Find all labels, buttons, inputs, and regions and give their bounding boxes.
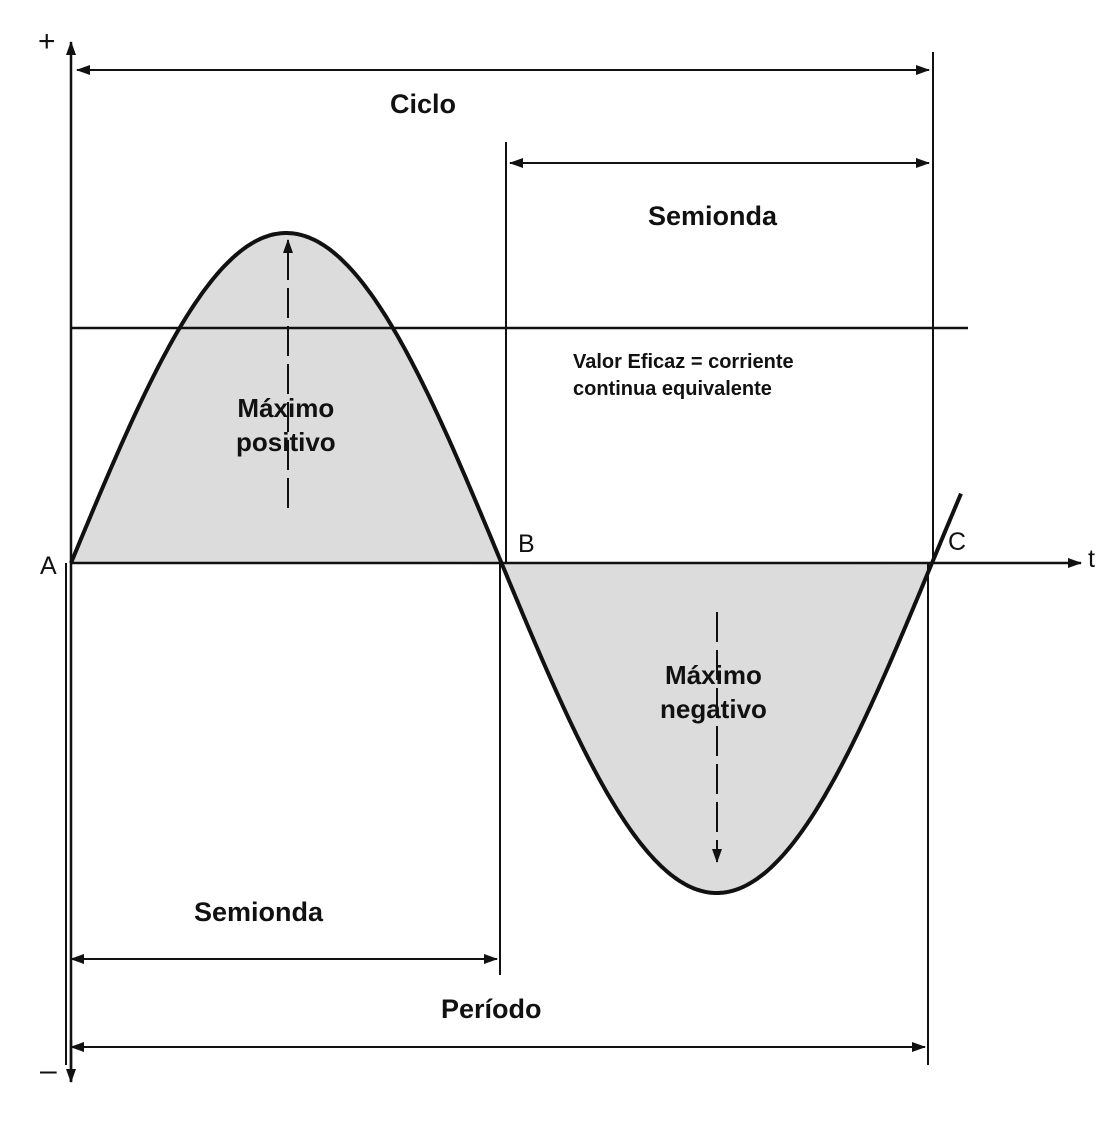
max-negative-line2: negativo — [660, 694, 767, 724]
max-negative-label: Máximo negativo — [660, 658, 767, 726]
rms-value-label: Valor Eficaz = corriente continua equiva… — [573, 349, 794, 403]
max-positive-line1: Máximo — [237, 393, 335, 423]
cycle-label: Ciclo — [390, 89, 457, 119]
max-positive-label: Máximo positivo — [236, 391, 336, 459]
rms-label-line2: continua equivalente — [573, 378, 772, 400]
period-label: Período — [441, 994, 542, 1024]
max-positive-line2: positivo — [236, 427, 336, 457]
point-a-label: A — [40, 552, 57, 580]
half-wave-top-label: Semionda — [648, 201, 778, 231]
max-negative-line1: Máximo — [665, 660, 762, 690]
point-b-label: B — [518, 530, 535, 558]
plus-sign: + — [38, 25, 56, 58]
minus-sign: – — [40, 1054, 57, 1087]
sine-curve — [69, 231, 963, 895]
positive-half-shading — [71, 233, 501, 563]
half-wave-bottom-label: Semionda — [194, 897, 324, 927]
point-c-label: C — [948, 528, 967, 556]
time-axis-label: t — [1088, 545, 1095, 573]
rms-label-line1: Valor Eficaz = corriente — [573, 351, 794, 373]
